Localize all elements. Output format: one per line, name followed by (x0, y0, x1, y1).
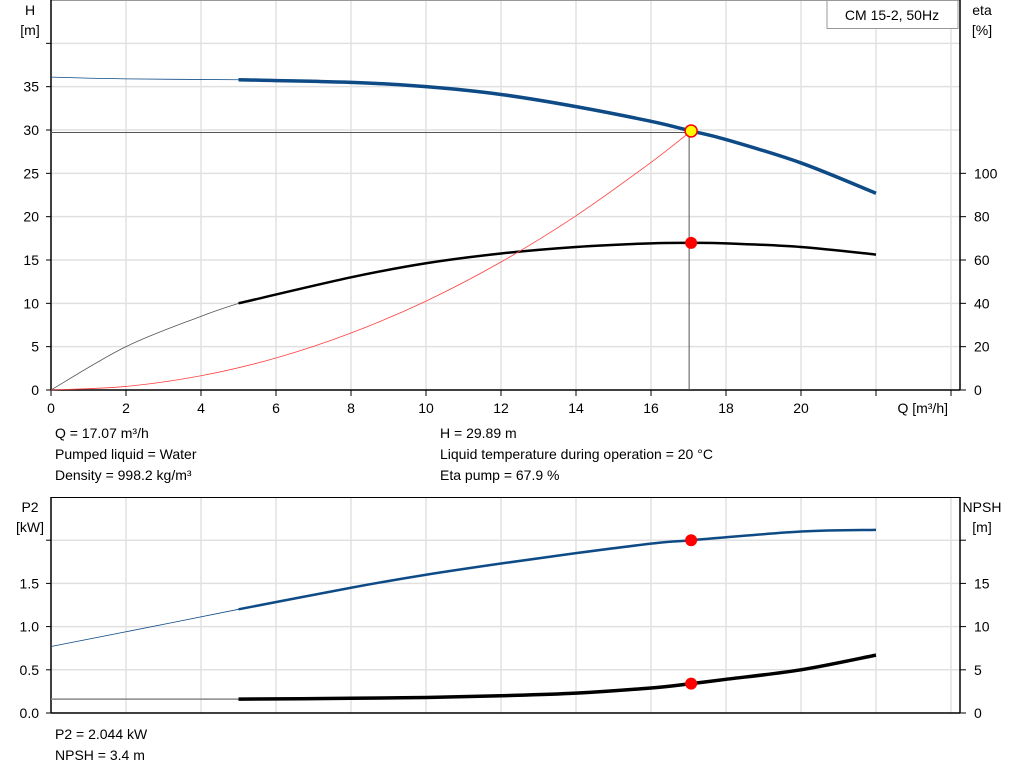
y-tick-label-right: 80 (974, 209, 990, 225)
y-tick-label-right: 0 (974, 382, 982, 398)
duty-point-npsh-marker (685, 677, 698, 690)
x-tick-label: 14 (568, 400, 584, 416)
legend-box (826, 0, 959, 29)
y-tick-label-left: 25 (23, 165, 39, 181)
y-tick-label-right: 10 (974, 619, 990, 635)
info-head: H = 29.89 m (440, 425, 517, 441)
y-tick-label-left: 0.5 (20, 662, 40, 678)
y-tick-label-left: 10 (23, 295, 39, 311)
info-eta: Eta pump = 67.9 % (440, 467, 560, 483)
y-axis-unit-left: [kW] (16, 519, 44, 535)
x-tick-label: 20 (793, 400, 809, 416)
y-axis-unit-right: [m] (972, 519, 991, 535)
y-tick-label-left: 5 (31, 339, 39, 355)
y-tick-label-right: 60 (974, 252, 990, 268)
y-axis-unit-left: [m] (20, 22, 39, 38)
x-tick-label: 4 (197, 400, 205, 416)
npsh-curve (238, 653, 877, 701)
info-top-left: Q = 17.07 m³/h Pumped liquid = Water Den… (55, 423, 197, 486)
y-tick-label-left: 15 (23, 252, 39, 268)
y-tick-label-right: 15 (974, 575, 990, 591)
p2-curve (238, 528, 877, 611)
duty-point-head-marker (684, 124, 698, 138)
x-tick-label: 8 (347, 400, 355, 416)
x-tick-label: 18 (718, 400, 734, 416)
y-tick-label-left: 1.0 (20, 619, 40, 635)
y-axis-title-left: H (25, 2, 35, 18)
x-tick-label: 6 (272, 400, 280, 416)
y-axis-title-left: P2 (21, 499, 38, 515)
y-axis-title-right: eta (972, 2, 992, 18)
y-tick-label-right: 5 (974, 662, 982, 678)
chart-panel-1: 0.0 0.5 1.0 1.5 0 5 10 15 P2 [kW] NPSH [m] (16, 497, 1001, 721)
info-p2: P2 = 2.044 kW (55, 726, 148, 742)
y-axis-title-right: NPSH (963, 499, 1002, 515)
y-tick-label-left: 1.5 (20, 575, 40, 591)
info-temperature: Liquid temperature during operation = 20… (440, 446, 713, 462)
p2-curve-extrapolated (50, 608, 239, 647)
info-liquid: Pumped liquid = Water (55, 446, 197, 462)
legend-label: CM 15-2, 50Hz (845, 7, 939, 23)
y-tick-label-left: 0 (31, 382, 39, 398)
eta-curve (238, 241, 877, 305)
eta-curve-extrapolated (50, 302, 239, 391)
info-npsh: NPSH = 3.4 m (55, 747, 145, 763)
info-flow: Q = 17.07 m³/h (55, 425, 149, 441)
x-tick-label: 12 (493, 400, 509, 416)
y-tick-label-right: 0 (974, 705, 982, 721)
x-tick-label: 0 (47, 400, 55, 416)
x-tick-label: 10 (418, 400, 434, 416)
head-curve (238, 77, 877, 195)
duty-point-p2-marker (685, 534, 698, 547)
y-tick-label-left: 0.0 (20, 705, 40, 721)
x-axis-title: Q [m³/h] (897, 400, 948, 416)
y-tick-label-right: 20 (974, 339, 990, 355)
y-tick-label-left: 20 (23, 209, 39, 225)
x-tick-label: 2 (122, 400, 130, 416)
system-curve (50, 130, 692, 391)
info-density: Density = 998.2 kg/m³ (55, 467, 192, 483)
info-bottom: P2 = 2.044 kW NPSH = 3.4 m (55, 724, 147, 766)
y-axis-unit-right: [%] (972, 22, 992, 38)
y-tick-label-left: 35 (23, 79, 39, 95)
y-tick-label-right: 40 (974, 295, 990, 311)
chart-panel-0: 0 5 10 15 20 25 30 35 0 20 40 60 80 100 H [m] eta [%] 0 2 4 6… (20, 0, 998, 416)
info-top-right: H = 29.89 m Liquid temperature during op… (440, 423, 713, 486)
y-tick-label-right: 100 (974, 165, 998, 181)
head-curve-extrapolated (50, 76, 239, 81)
y-tick-label-left: 30 (23, 122, 39, 138)
x-tick-label: 16 (643, 400, 659, 416)
duty-point-eta-marker (685, 236, 698, 249)
